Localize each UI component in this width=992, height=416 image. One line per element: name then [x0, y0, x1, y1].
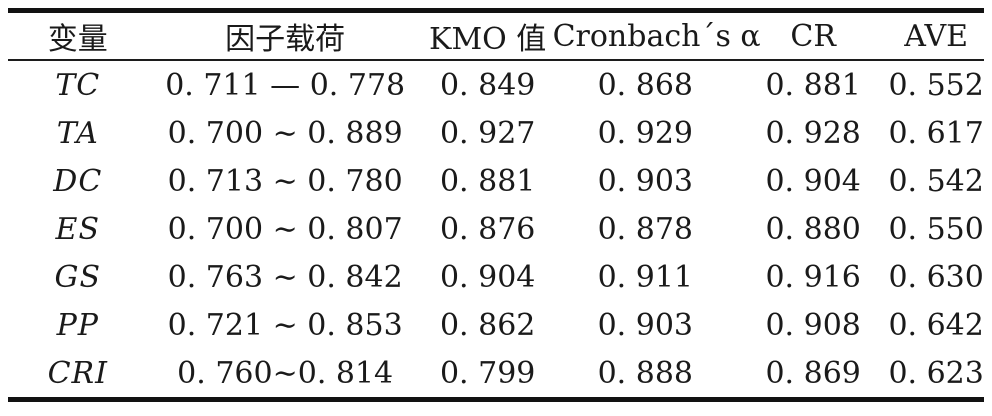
cell-ave: 0. 550	[888, 211, 984, 247]
cell-cr: 0. 869	[765, 355, 861, 391]
table-row: TC 0. 711 — 0. 778 0. 849 0. 868 0. 881 …	[8, 60, 984, 109]
cell-kmo: 0. 876	[439, 211, 536, 247]
cell-variable: TC	[55, 67, 101, 103]
table-row: GS 0. 763 ∼ 0. 842 0. 904 0. 911 0. 916 …	[8, 253, 984, 301]
table-row: TA 0. 700 ∼ 0. 889 0. 927 0. 929 0. 928 …	[8, 109, 984, 157]
cell-factor-loading: 0. 700 ∼ 0. 807	[167, 211, 403, 247]
cell-kmo: 0. 849	[439, 67, 536, 103]
cell-ave: 0. 642	[888, 307, 984, 343]
table-header-row: 变量 因子载荷 KMO 值 Cronbach´s α CR AVE	[8, 10, 984, 61]
column-header-cr: CR	[738, 10, 889, 61]
cell-variable: ES	[55, 211, 100, 247]
cell-cronbach-alpha: 0. 878	[597, 211, 693, 247]
cell-cronbach-alpha: 0. 903	[597, 163, 693, 199]
cell-ave: 0. 623	[888, 355, 984, 391]
cell-ave: 0. 630	[888, 259, 984, 295]
cell-kmo: 0. 799	[439, 355, 536, 391]
cell-variable: GS	[54, 259, 102, 295]
cell-factor-loading: 0. 713 ∼ 0. 780	[167, 163, 403, 199]
cell-ave: 0. 617	[888, 115, 984, 151]
cell-factor-loading: 0. 700 ∼ 0. 889	[167, 115, 403, 151]
cell-variable: PP	[56, 307, 99, 343]
column-header-factor-loading: 因子载荷	[147, 10, 423, 61]
cell-cr: 0. 880	[765, 211, 861, 247]
table-body: TC 0. 711 — 0. 778 0. 849 0. 868 0. 881 …	[8, 60, 984, 400]
cell-factor-loading: 0. 711 — 0. 778	[165, 67, 406, 103]
cell-cr: 0. 928	[765, 115, 861, 151]
cell-factor-loading: 0. 721 ∼ 0. 853	[167, 307, 403, 343]
cell-variable: CRI	[47, 355, 108, 391]
cell-kmo: 0. 881	[439, 163, 536, 199]
table-row: DC 0. 713 ∼ 0. 780 0. 881 0. 903 0. 904 …	[8, 157, 984, 205]
cell-cr: 0. 904	[765, 163, 861, 199]
cell-factor-loading: 0. 760∼0. 814	[177, 355, 394, 391]
cell-factor-loading: 0. 763 ∼ 0. 842	[167, 259, 403, 295]
cell-kmo: 0. 904	[439, 259, 536, 295]
cell-cr: 0. 908	[765, 307, 861, 343]
table-row: CRI 0. 760∼0. 814 0. 799 0. 888 0. 869 0…	[8, 349, 984, 400]
reliability-validity-table: 变量 因子载荷 KMO 值 Cronbach´s α CR AVE TC 0. …	[8, 8, 984, 402]
column-header-kmo: KMO 值	[422, 10, 553, 61]
cell-cronbach-alpha: 0. 903	[597, 307, 693, 343]
cell-kmo: 0. 862	[439, 307, 536, 343]
cell-variable: TA	[56, 115, 99, 151]
table-row: PP 0. 721 ∼ 0. 853 0. 862 0. 903 0. 908 …	[8, 301, 984, 349]
cell-cr: 0. 881	[765, 67, 861, 103]
cell-ave: 0. 542	[888, 163, 984, 199]
column-header-cronbach-alpha: Cronbach´s α	[552, 10, 761, 61]
cell-cronbach-alpha: 0. 911	[597, 259, 693, 295]
cell-cronbach-alpha: 0. 929	[597, 115, 693, 151]
cell-ave: 0. 552	[888, 67, 984, 103]
column-header-variable: 变量	[8, 10, 148, 61]
cell-variable: DC	[53, 163, 103, 199]
table-row: ES 0. 700 ∼ 0. 807 0. 876 0. 878 0. 880 …	[8, 205, 984, 253]
cell-kmo: 0. 927	[439, 115, 536, 151]
column-header-ave: AVE	[888, 10, 984, 61]
cell-cronbach-alpha: 0. 868	[597, 67, 693, 103]
cell-cronbach-alpha: 0. 888	[597, 355, 693, 391]
cell-cr: 0. 916	[765, 259, 861, 295]
